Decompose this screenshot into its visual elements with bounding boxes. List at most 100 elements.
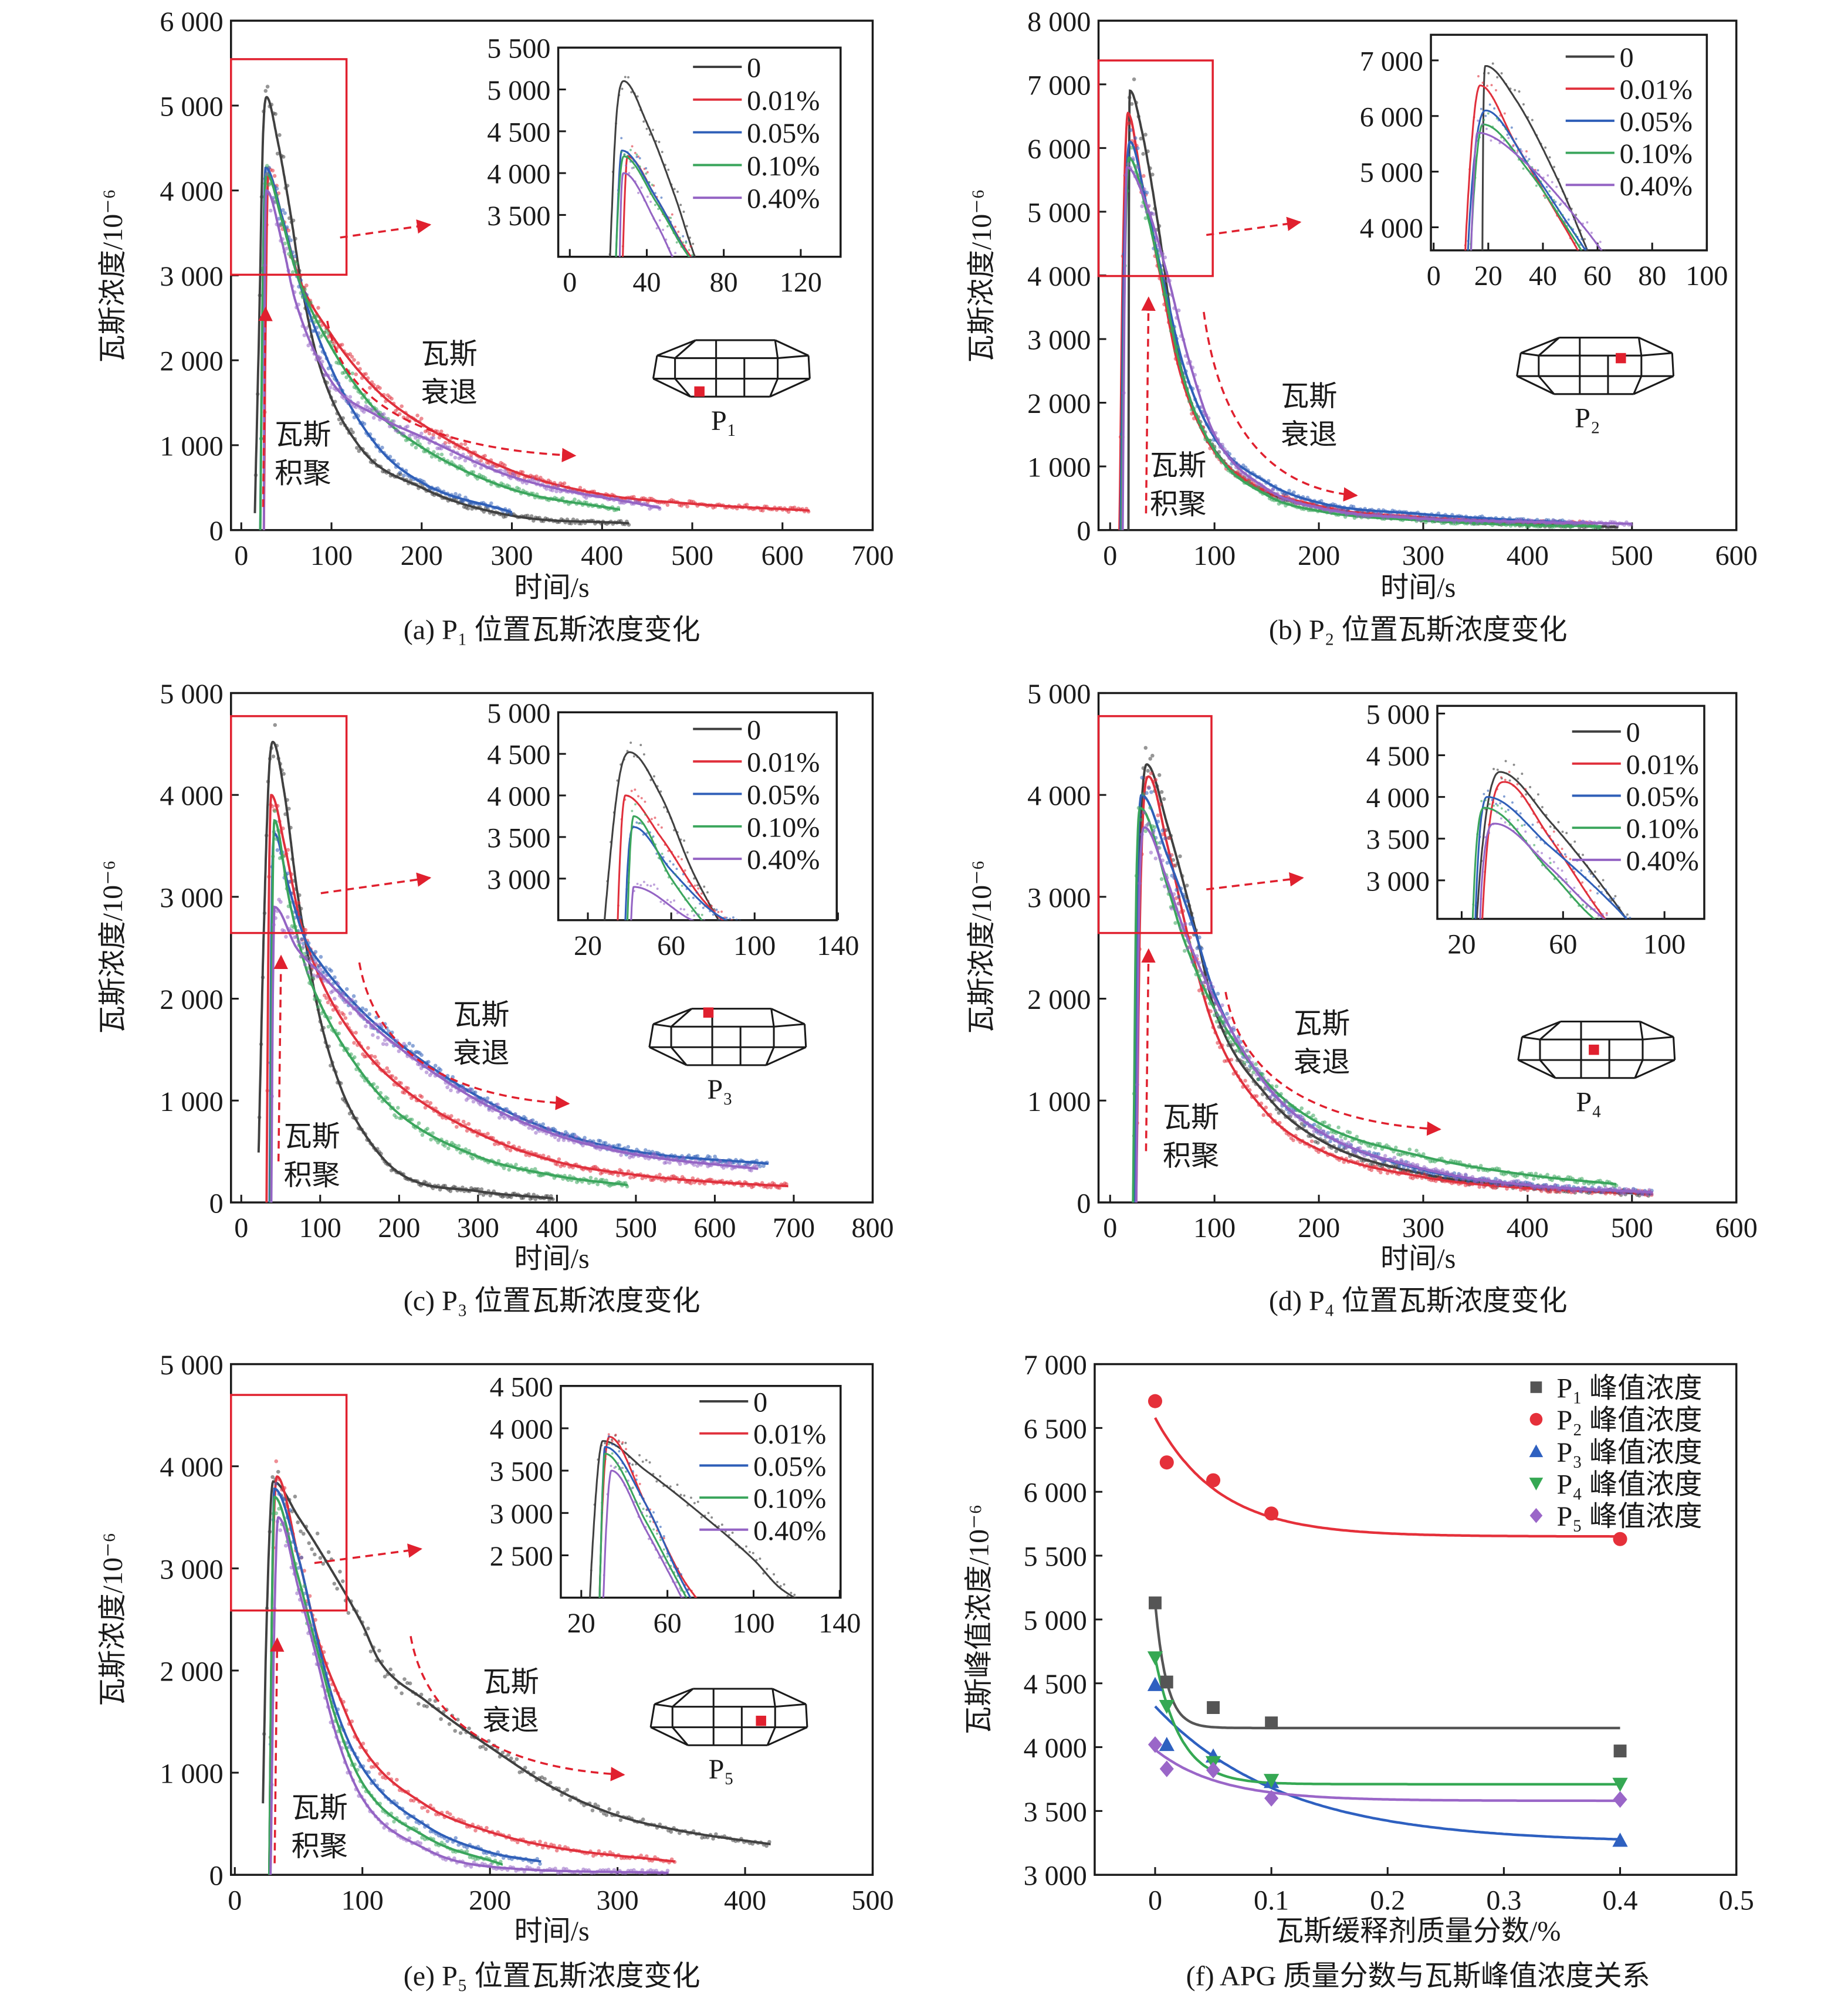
measured-point (411, 1044, 415, 1048)
inset-measured-point (651, 184, 654, 187)
measured-point (601, 1178, 605, 1182)
measured-point (374, 1015, 378, 1019)
inset-measured-point (1625, 286, 1627, 288)
inset-series-line-0.10% (615, 155, 691, 257)
inset-measured-point (825, 348, 827, 350)
inset-measured-point (1559, 202, 1562, 205)
inset-measured-point (1516, 151, 1519, 154)
measured-point (384, 1042, 389, 1046)
measured-point (316, 1005, 320, 1009)
inset-measured-point (704, 277, 706, 280)
inset-measured-point (706, 274, 709, 276)
zoom-region-box (1097, 59, 1214, 277)
measured-point (691, 1176, 695, 1180)
inset-measured-point (1488, 103, 1491, 106)
measured-point (527, 1126, 531, 1130)
measured-point (685, 504, 689, 509)
measured-point (483, 453, 487, 458)
inset-plot-x-tick-label: 120 (780, 267, 822, 298)
inset-measured-point (1480, 107, 1483, 110)
inset-measured-point (646, 884, 649, 886)
inset-measured-point (819, 381, 821, 384)
inset-measured-point (1669, 329, 1671, 331)
inset-series-line-0.10% (626, 815, 703, 920)
measured-point (536, 479, 541, 483)
measured-point (1264, 1105, 1268, 1110)
measured-point (415, 439, 420, 443)
inset-measured-point (678, 236, 681, 239)
inset-measured-point (1664, 339, 1666, 341)
inset-measured-point (629, 148, 632, 151)
inset-measured-point (672, 863, 675, 866)
inset-measured-point (1483, 118, 1485, 121)
inset-measured-point (783, 339, 786, 341)
measured-point (1135, 165, 1140, 170)
inset-measured-point (1552, 199, 1555, 202)
inset-measured-point (683, 869, 686, 872)
inset-measured-point (1477, 119, 1480, 122)
measured-point (319, 954, 323, 959)
inset-measured-point (691, 254, 693, 257)
inset-measured-point (1693, 371, 1695, 373)
inset-measured-point (784, 958, 786, 961)
measured-point (350, 354, 354, 359)
inset-measured-point (1690, 359, 1692, 361)
measured-point (409, 1117, 414, 1122)
measured-point (290, 270, 295, 275)
inset-measured-point (1580, 238, 1583, 240)
inset-measured-point (750, 318, 752, 320)
measured-point (407, 1041, 412, 1046)
inset-measured-point (776, 946, 779, 949)
main-plot-y-tick-label: 7 000 (1027, 70, 1091, 101)
measured-point (387, 1029, 391, 1034)
inset-measured-point (819, 345, 821, 348)
inset-measured-point (756, 341, 758, 343)
inset-measured-point (694, 261, 696, 263)
inset-measured-point (1667, 356, 1669, 358)
measured-point (1129, 128, 1133, 133)
roadway-model-icon (1516, 337, 1675, 395)
measured-point (456, 1144, 461, 1148)
inset-measured-point (832, 408, 835, 410)
inset-measured-point (639, 884, 642, 886)
inset-plot-x-tick-label: 140 (817, 930, 859, 961)
measured-point (289, 238, 293, 242)
inset-measured-point (696, 263, 698, 266)
inset-measured-point (682, 211, 685, 213)
inset-measured-point (801, 968, 803, 970)
inset-measured-point (771, 332, 773, 334)
measured-point (722, 1166, 726, 1170)
inset-measured-point (706, 275, 709, 277)
inset-measured-point (1620, 297, 1622, 299)
inset-measured-point (1701, 376, 1704, 378)
inset-measured-point (1617, 315, 1619, 317)
inset-plot-x-tick-label: 60 (657, 930, 685, 961)
inset-measured-point (757, 307, 760, 309)
measured-point (553, 1135, 557, 1140)
inset-measured-point (1496, 76, 1499, 79)
main-plot-y-tick-label: 5 000 (1027, 679, 1091, 710)
measured-point (1157, 773, 1162, 777)
inset-measured-point (732, 916, 735, 919)
inset-measured-point (705, 263, 708, 266)
measured-point (449, 1088, 453, 1093)
wireframe-edge (1637, 337, 1643, 356)
inset-measured-point (669, 900, 672, 903)
inset-measured-point (1622, 313, 1624, 315)
inset-measured-point (748, 351, 750, 353)
inset-measured-point (828, 1003, 830, 1005)
measured-point (463, 442, 468, 446)
measured-point (1145, 191, 1149, 195)
measured-point (404, 1114, 409, 1119)
measured-point (1291, 1138, 1295, 1143)
inset-measured-point (596, 1007, 598, 1009)
measured-point (295, 261, 299, 266)
inset-measured-point (827, 1048, 829, 1051)
decay-arrow (1203, 311, 1358, 502)
inset-measured-point (760, 317, 763, 320)
inset-measured-point (837, 357, 840, 360)
inset-measured-point (635, 821, 638, 824)
measured-point (485, 1096, 490, 1100)
inset-measured-point (1651, 309, 1654, 311)
inset-measured-point (1507, 137, 1510, 140)
